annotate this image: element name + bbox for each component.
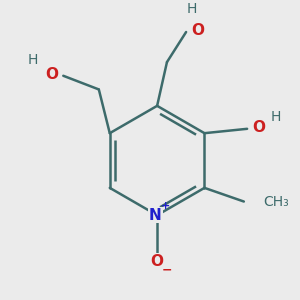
Text: O: O <box>192 23 205 38</box>
Text: +: + <box>161 201 170 211</box>
Text: −: − <box>162 264 172 277</box>
Text: H: H <box>28 53 38 68</box>
Text: CH₃: CH₃ <box>263 194 289 208</box>
Text: N: N <box>149 208 162 223</box>
Text: O: O <box>253 120 266 135</box>
Text: O: O <box>151 254 164 269</box>
Text: H: H <box>270 110 281 124</box>
Text: H: H <box>186 2 197 16</box>
Text: O: O <box>45 67 58 82</box>
